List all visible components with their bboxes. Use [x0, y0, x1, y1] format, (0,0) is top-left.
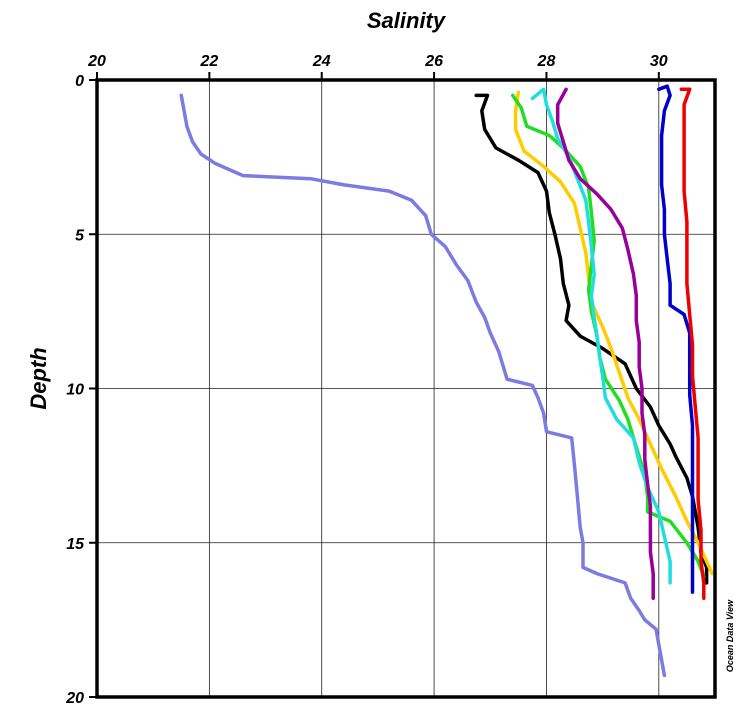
- x-tick-label: 20: [87, 53, 106, 70]
- y-tick-label: 10: [66, 382, 84, 399]
- y-axis-title: Depth: [26, 347, 51, 409]
- series-line-2: [474, 93, 709, 585]
- series-line-3: [513, 90, 714, 576]
- y-tick-label: 15: [66, 536, 85, 553]
- x-tick-label: 22: [199, 53, 218, 70]
- x-tick-label: 26: [424, 53, 443, 70]
- y-tick-label: 20: [65, 690, 84, 707]
- y-tick-label: 5: [75, 227, 85, 244]
- series-line-1: [179, 93, 667, 678]
- grid: [97, 80, 715, 697]
- series-line-7: [657, 84, 695, 594]
- series-line-8: [679, 87, 706, 601]
- x-tick-label: 24: [312, 53, 331, 70]
- credit-label: Ocean Data View: [725, 599, 735, 672]
- x-tick-label: 28: [537, 53, 556, 70]
- x-tick-label: 30: [650, 53, 668, 70]
- series-group: [179, 84, 714, 678]
- series-line-6: [555, 87, 655, 601]
- series-line-4: [510, 93, 706, 579]
- axis-ticks: 20 22 24 26 28 30 0 5 10 15 20: [65, 53, 668, 707]
- x-axis-title: Salinity: [367, 8, 447, 33]
- y-tick-label: 0: [75, 73, 84, 90]
